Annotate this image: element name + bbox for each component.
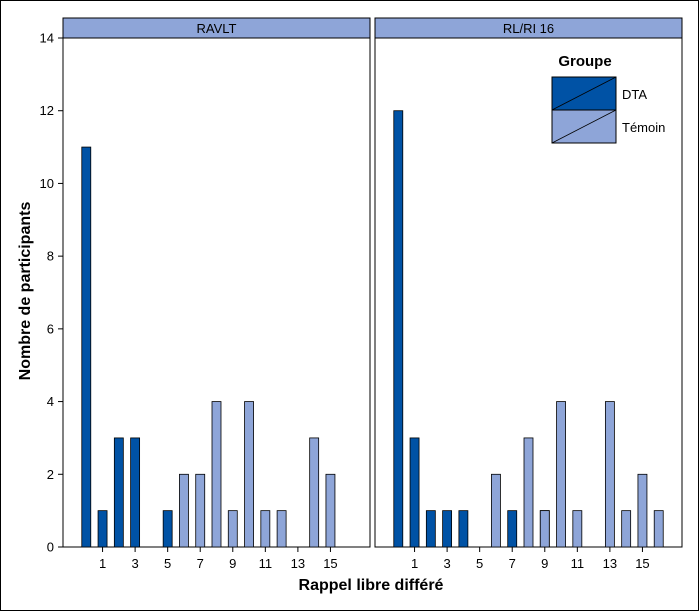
x-axis-title: Rappel libre différé	[299, 577, 444, 594]
x-tick-label: 9	[541, 556, 548, 571]
bar-temoin	[276, 510, 287, 548]
y-axis-title: Nombre de participants	[17, 202, 34, 381]
bar-temoin	[604, 401, 615, 548]
x-tick-label: 7	[197, 556, 204, 571]
bar-temoin	[309, 437, 320, 548]
bar-temoin	[653, 510, 664, 548]
y-tick-label: 14	[40, 31, 54, 46]
y-tick-label: 2	[47, 467, 54, 482]
bar-dta	[162, 510, 173, 548]
bar-temoin	[539, 510, 550, 548]
bar-temoin	[211, 401, 222, 548]
bar-temoin	[523, 437, 534, 548]
bar-temoin	[621, 510, 632, 548]
panel-0-strip-label: RAVLT	[197, 21, 237, 36]
x-tick-label: 11	[571, 556, 585, 571]
x-tick-label: 1	[99, 556, 106, 571]
y-axis-ticks: 0 2 4 6 8 10 12 14	[40, 31, 63, 555]
legend-label-temoin: Témoin	[622, 120, 665, 135]
panel-1-x-ticks: 1 3 5 7 9 11 13 15	[411, 547, 650, 571]
bar-dta	[130, 437, 141, 548]
bar-dta	[442, 510, 453, 548]
x-tick-label: 5	[164, 556, 171, 571]
bar-temoin	[325, 473, 336, 548]
legend-title: Groupe	[558, 53, 611, 70]
y-tick-label: 8	[47, 249, 54, 264]
x-tick-label: 15	[323, 556, 337, 571]
y-tick-label: 12	[40, 103, 54, 118]
bar-temoin	[556, 401, 566, 548]
x-tick-label: 13	[603, 556, 617, 571]
bar-temoin	[491, 473, 501, 548]
panel-1-bars	[393, 110, 664, 548]
x-tick-label: 7	[509, 556, 516, 571]
bar-dta	[393, 110, 404, 548]
x-tick-label: 9	[229, 556, 236, 571]
bar-dta	[113, 437, 124, 548]
legend-swatch-dta-diagonal	[551, 76, 617, 111]
y-tick-label: 4	[47, 394, 54, 409]
bar-dta	[458, 510, 469, 548]
legend: Groupe DTA Témoin	[551, 53, 665, 144]
bar-dta	[409, 437, 420, 548]
x-tick-label: 13	[291, 556, 305, 571]
y-tick-label: 0	[47, 540, 54, 555]
bar-temoin	[244, 401, 254, 548]
bar-temoin	[195, 473, 206, 548]
x-tick-label: 3	[131, 556, 138, 571]
bar-temoin	[260, 510, 271, 548]
bar-dta	[425, 510, 436, 548]
legend-swatch-temoin-diagonal	[551, 109, 617, 144]
legend-label-dta: DTA	[622, 87, 647, 102]
bar-temoin	[227, 510, 238, 548]
x-tick-label: 11	[259, 556, 273, 571]
x-tick-label: 15	[635, 556, 649, 571]
bar-dta	[507, 510, 518, 548]
y-tick-label: 6	[47, 321, 54, 336]
bar-temoin	[179, 473, 189, 548]
bar-temoin	[637, 473, 648, 548]
panel-0-bars	[81, 146, 336, 548]
bar-dta	[81, 146, 92, 548]
x-tick-label: 1	[411, 556, 418, 571]
x-tick-label: 5	[476, 556, 483, 571]
panel-1-strip-label: RL/RI 16	[503, 21, 554, 36]
bar-temoin	[572, 510, 583, 548]
x-tick-label: 3	[443, 556, 450, 571]
y-tick-label: 10	[40, 176, 54, 191]
bar-dta	[97, 510, 108, 548]
panel-0-x-ticks: 1 3 5 7 9 11 13 15	[99, 547, 338, 571]
